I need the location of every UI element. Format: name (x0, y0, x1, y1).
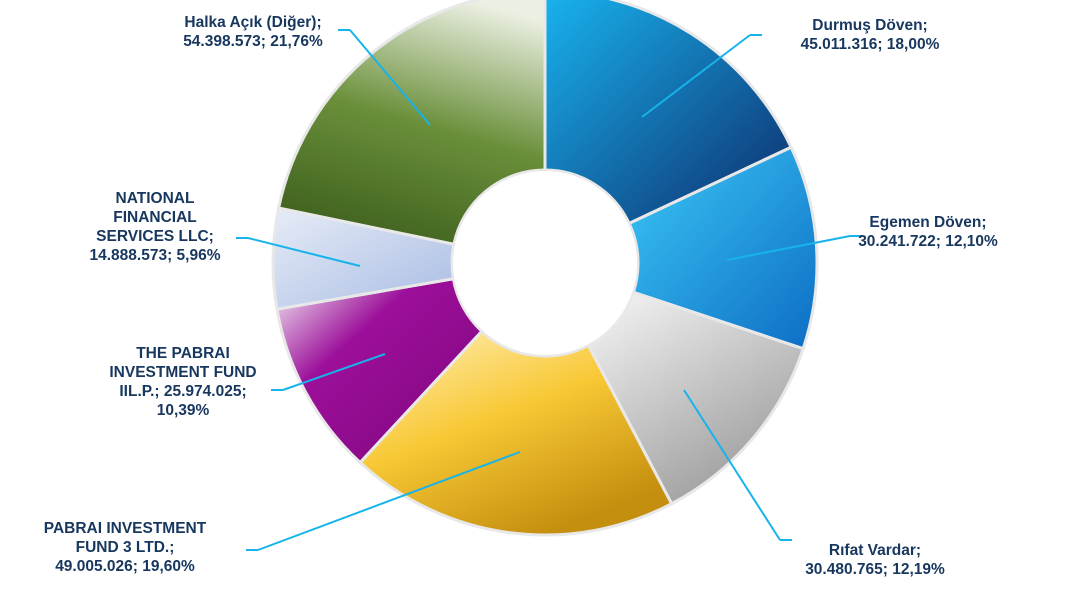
slice-label-line: 10,39% (157, 402, 210, 419)
slice-label-line: 45.011.316; 18,00% (801, 36, 940, 53)
slice-label-0: Durmuş Döven; 45.011.316; 18,00% (801, 17, 940, 53)
slice-label-line: 49.005.026; 19,60% (55, 558, 195, 575)
leader-line-5 (247, 237, 361, 267)
slice-label-1: Egemen Döven; 30.241.722; 12,10% (858, 214, 998, 250)
slice-label-2: Rıfat Vardar; 30.480.765; 12,19% (805, 542, 945, 578)
slice-label-line: Egemen Döven; (869, 214, 986, 231)
labels-group: Durmuş Döven; 45.011.316; 18,00% Egemen Dö… (44, 14, 998, 578)
leader-line-6 (349, 29, 431, 126)
donut-hole (451, 169, 639, 357)
slice-label-line: FINANCIAL (113, 209, 197, 226)
slice-label-line: NATIONAL (116, 190, 195, 207)
slice-label-6: Halka Açık (Diğer); 54.398.573; 21,76% (183, 14, 323, 50)
slice-label-line: 14.888.573; 5,96% (90, 247, 221, 264)
slice-label-line: SERVICES LLC; (96, 228, 214, 245)
slice-label-line: INVESTMENT FUND (109, 364, 256, 381)
leader-lines-group (236, 29, 862, 551)
slice-label-line: IIL.P.; 25.974.025; (119, 383, 246, 400)
leader-line-2 (683, 389, 781, 541)
slice-label-line: THE PABRAI (136, 345, 230, 362)
slices-group (271, 0, 819, 537)
slice-label-line: 30.241.722; 12,10% (858, 233, 998, 250)
slice-label-3: PABRAI INVESTMENT FUND 3 LTD.; 49.005.026;… (44, 520, 207, 575)
slice-label-line: Rıfat Vardar; (829, 542, 921, 559)
slice-label-line: Halka Açık (Diğer); (184, 14, 321, 31)
leader-line-0 (641, 34, 751, 118)
leader-line-4 (282, 353, 386, 391)
slice-label-line: PABRAI INVESTMENT (44, 520, 207, 537)
leader-line-3 (257, 451, 521, 551)
slice-label-line: FUND 3 LTD.; (76, 539, 175, 556)
slice-label-4: THE PABRAI INVESTMENT FUND IIL.P.; 25.974.… (109, 345, 256, 419)
slice-label-line: Durmuş Döven; (812, 17, 927, 34)
slice-label-line: 30.480.765; 12,19% (805, 561, 945, 578)
slice-label-5: NATIONAL FINANCIAL SERVICES LLC; 14.888.573… (90, 190, 221, 264)
slice-label-line: 54.398.573; 21,76% (183, 33, 323, 50)
leader-line-1 (726, 235, 851, 261)
